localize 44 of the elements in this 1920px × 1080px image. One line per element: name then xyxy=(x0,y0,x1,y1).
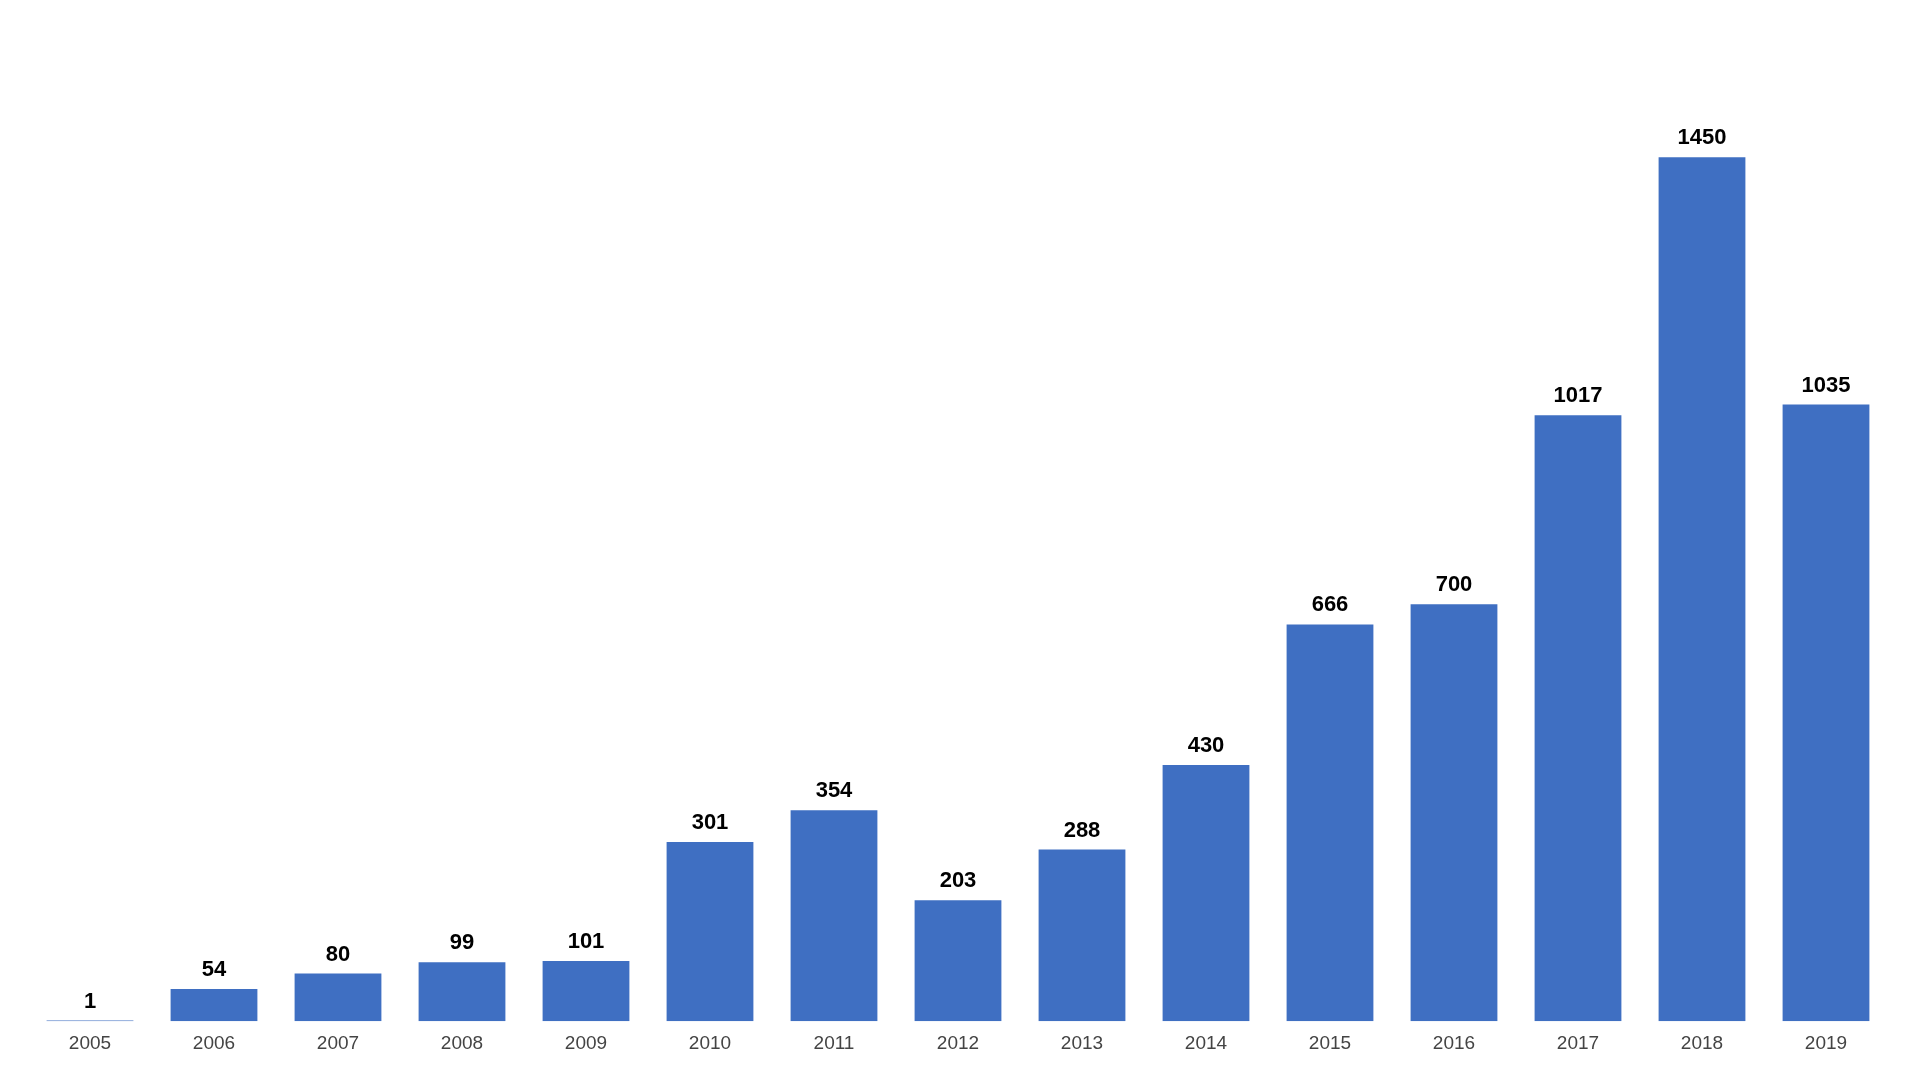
x-tick-label: 2016 xyxy=(1432,1031,1476,1053)
data-label: 99 xyxy=(449,929,475,955)
data-label: 1 xyxy=(83,987,97,1013)
bar xyxy=(1534,415,1622,1022)
x-tick-label: 2005 xyxy=(68,1031,112,1053)
bar xyxy=(1410,604,1498,1022)
data-label: 354 xyxy=(815,777,854,803)
x-tick-label: 2019 xyxy=(1804,1031,1848,1053)
bar xyxy=(1162,765,1250,1022)
bar xyxy=(914,900,1002,1022)
bar xyxy=(542,961,630,1022)
x-tick-label: 2014 xyxy=(1184,1031,1228,1053)
x-tick-label: 2013 xyxy=(1060,1031,1104,1053)
bar xyxy=(790,810,878,1022)
bar xyxy=(1038,849,1126,1022)
bar xyxy=(1286,624,1374,1022)
data-label: 203 xyxy=(939,867,977,893)
x-tick-label: 2009 xyxy=(564,1031,608,1053)
x-tick-label: 2010 xyxy=(688,1031,732,1053)
x-tick-label: 2011 xyxy=(813,1031,855,1053)
data-label: 288 xyxy=(1063,816,1101,842)
data-label: 54 xyxy=(201,956,227,982)
x-tick-label: 2007 xyxy=(316,1031,360,1053)
bar xyxy=(1782,404,1870,1022)
x-tick-label: 2006 xyxy=(192,1031,236,1053)
x-tick-label: 2015 xyxy=(1308,1031,1352,1053)
x-tick-label: 2008 xyxy=(440,1031,484,1053)
data-label: 700 xyxy=(1435,571,1473,597)
data-label: 301 xyxy=(691,808,729,834)
x-tick-label: 2018 xyxy=(1680,1031,1724,1053)
bar xyxy=(666,841,754,1022)
bar xyxy=(418,962,506,1022)
bar xyxy=(1658,157,1746,1022)
data-label: 430 xyxy=(1187,732,1225,758)
data-label: 101 xyxy=(567,928,605,954)
data-label: 1450 xyxy=(1677,124,1727,150)
bar xyxy=(294,973,382,1022)
data-label: 1017 xyxy=(1553,382,1603,408)
data-label: 80 xyxy=(325,940,351,966)
x-tick-label: 2012 xyxy=(936,1031,980,1053)
bar xyxy=(170,989,258,1022)
x-tick-label: 2017 xyxy=(1556,1031,1600,1053)
data-label: 666 xyxy=(1311,591,1349,617)
data-label: 1035 xyxy=(1801,371,1851,397)
